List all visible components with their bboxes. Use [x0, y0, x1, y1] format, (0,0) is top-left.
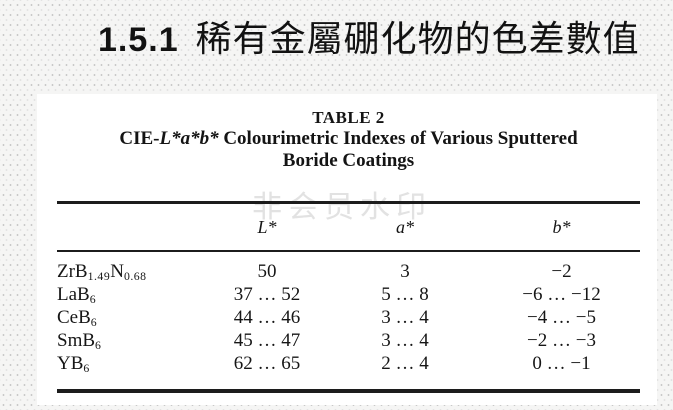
- table-row: LaB6 37 … 52 5 … 8 −6 … −12: [57, 283, 640, 306]
- cell-value: 37 … 52: [233, 284, 301, 305]
- table-caption-line1: TABLE 2: [312, 108, 385, 127]
- row-label: YB6: [57, 353, 90, 375]
- caption-prefix: CIE-: [119, 128, 160, 149]
- caption-rest: Colourimetric Indexes of Various Sputter…: [218, 128, 578, 149]
- cell-value: −2 … −3: [527, 330, 596, 351]
- row-label: ZrB1.49N0.68: [57, 261, 147, 283]
- table-row: CeB6 44 … 46 3 … 4 −4 … −5: [57, 306, 640, 329]
- cell-value: 50: [257, 261, 277, 282]
- row-label: SmB6: [57, 330, 102, 352]
- table-row: YB6 62 … 65 2 … 4 0 … −1: [57, 352, 640, 375]
- table-panel: 非会员水印 TABLE 2 CIE-L*a*b* Colourimetric I…: [37, 94, 657, 405]
- watermark: 非会员水印: [252, 190, 432, 225]
- cell-value: 45 … 47: [233, 330, 301, 351]
- title-section-number: 1.5.1: [98, 21, 179, 59]
- table-header-row: L* a* b*: [57, 204, 640, 250]
- cell-value: 3 … 4: [381, 330, 429, 351]
- cell-value: 5 … 8: [381, 284, 429, 305]
- cell-value: 62 … 65: [233, 353, 301, 374]
- table-caption-line3: Boride Coatings: [282, 150, 415, 171]
- table-top-rule: [57, 201, 640, 204]
- table-caption: TABLE 2 CIE-L*a*b* Colourimetric Indexes…: [57, 108, 640, 172]
- table-row: SmB6 45 … 47 3 … 4 −2 … −3: [57, 329, 640, 352]
- cell-value: −2: [551, 261, 572, 282]
- cell-value: 3 … 4: [381, 307, 429, 328]
- cell-value: 0 … −1: [532, 353, 591, 374]
- table-mid-rule: [57, 250, 640, 252]
- column-header-b: b*: [552, 216, 571, 237]
- table-row: ZrB1.49N0.68 50 3 −2: [57, 260, 640, 283]
- cell-value: 2 … 4: [381, 353, 429, 374]
- row-label: CeB6: [57, 307, 98, 329]
- cell-value: 44 … 46: [233, 307, 301, 328]
- title-text: 稀有金屬硼化物的色差數值: [195, 19, 640, 60]
- cell-value: 3: [400, 261, 410, 282]
- caption-lab-notation: L*a*b*: [159, 128, 219, 149]
- row-label: LaB6: [57, 284, 97, 306]
- column-header-L: L*: [257, 216, 277, 237]
- cell-value: −6 … −12: [522, 284, 601, 305]
- table-bottom-rule: [57, 389, 640, 393]
- cell-value: −4 … −5: [527, 307, 596, 328]
- table-caption-line2: CIE-L*a*b* Colourimetric Indexes of Vari…: [57, 128, 640, 150]
- column-header-a: a*: [396, 216, 414, 237]
- table-rows: ZrB1.49N0.68 50 3 −2 LaB6 37 … 52 5 … 8 −6 … −1…: [57, 260, 640, 375]
- page-title: 1.5.1 稀有金屬硼化物的色差數值: [98, 10, 640, 62]
